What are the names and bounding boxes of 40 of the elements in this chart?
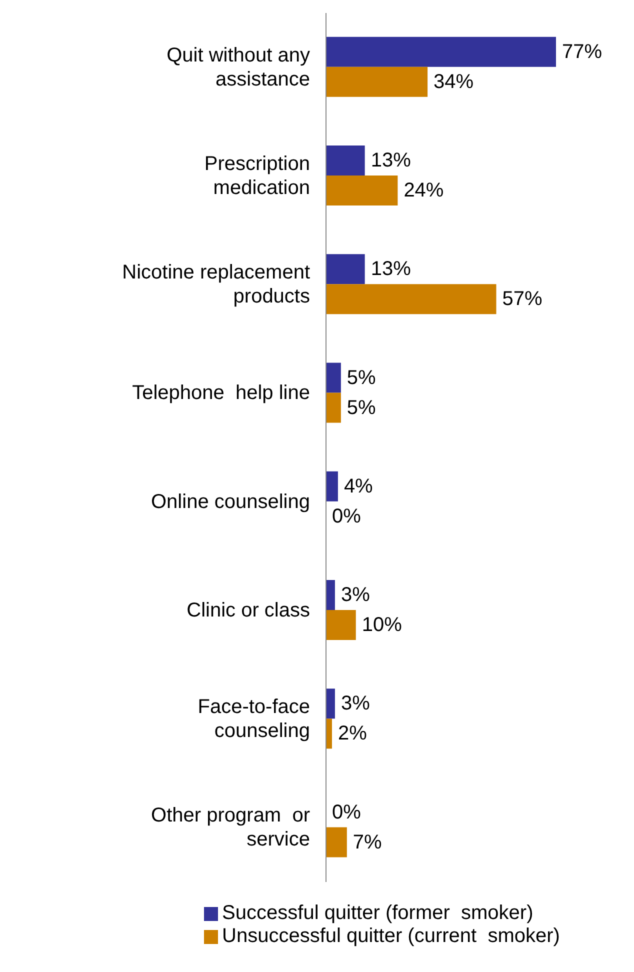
bar <box>326 688 335 719</box>
bar <box>326 66 428 97</box>
bar <box>326 827 347 858</box>
data-label: 13% <box>370 150 412 172</box>
legend-label: Unsuccessful quitter (current smoker) <box>222 925 560 947</box>
y-tick-label: Face-to-face counseling <box>198 696 310 742</box>
bar <box>326 471 338 502</box>
bar <box>326 146 365 176</box>
legend-label: Successful quitter (former smoker) <box>222 902 534 924</box>
data-label: 5% <box>346 396 376 419</box>
bar <box>326 718 332 749</box>
data-label: 24% <box>404 180 444 202</box>
data-label: 5% <box>346 366 376 389</box>
data-label: 0% <box>332 505 362 528</box>
data-label: 2% <box>338 722 368 745</box>
data-label: 3% <box>340 584 370 606</box>
y-tick-label: Telephone help line <box>132 382 310 404</box>
data-label: 4% <box>344 475 374 498</box>
data-label: 3% <box>340 692 370 715</box>
y-tick-label: Other program or service <box>151 804 310 851</box>
data-label: 77% <box>562 40 602 63</box>
y-tick-label: Quit without any assistance <box>166 44 310 90</box>
y-tick-label: Clinic or class <box>186 599 310 622</box>
bar <box>326 284 496 314</box>
data-label: 34% <box>434 70 474 93</box>
y-tick-label: Online counseling <box>151 490 310 513</box>
bar <box>326 392 341 423</box>
bar <box>326 610 356 640</box>
bar <box>326 362 341 393</box>
bar <box>326 36 556 67</box>
data-label: 10% <box>362 614 402 636</box>
bar <box>326 580 335 610</box>
data-label: 57% <box>502 288 543 310</box>
y-tick-label: Prescription medication <box>204 152 310 199</box>
data-label: 0% <box>332 801 362 824</box>
bar <box>326 254 365 284</box>
bar <box>326 176 398 206</box>
y-tick-label: Nicotine replacement products <box>122 262 310 308</box>
data-label: 13% <box>370 258 412 280</box>
data-label: 7% <box>352 831 382 854</box>
